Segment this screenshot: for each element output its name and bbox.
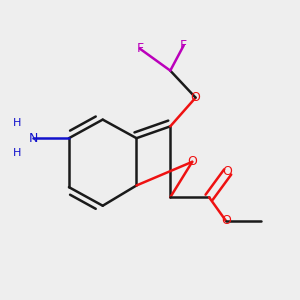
Text: H: H (12, 118, 21, 128)
Text: O: O (223, 166, 232, 178)
Text: O: O (191, 91, 200, 104)
Text: N: N (29, 132, 38, 145)
Text: O: O (187, 155, 197, 168)
Text: H: H (12, 148, 21, 158)
Text: F: F (180, 39, 187, 52)
Text: O: O (221, 214, 231, 227)
Text: F: F (136, 42, 143, 55)
